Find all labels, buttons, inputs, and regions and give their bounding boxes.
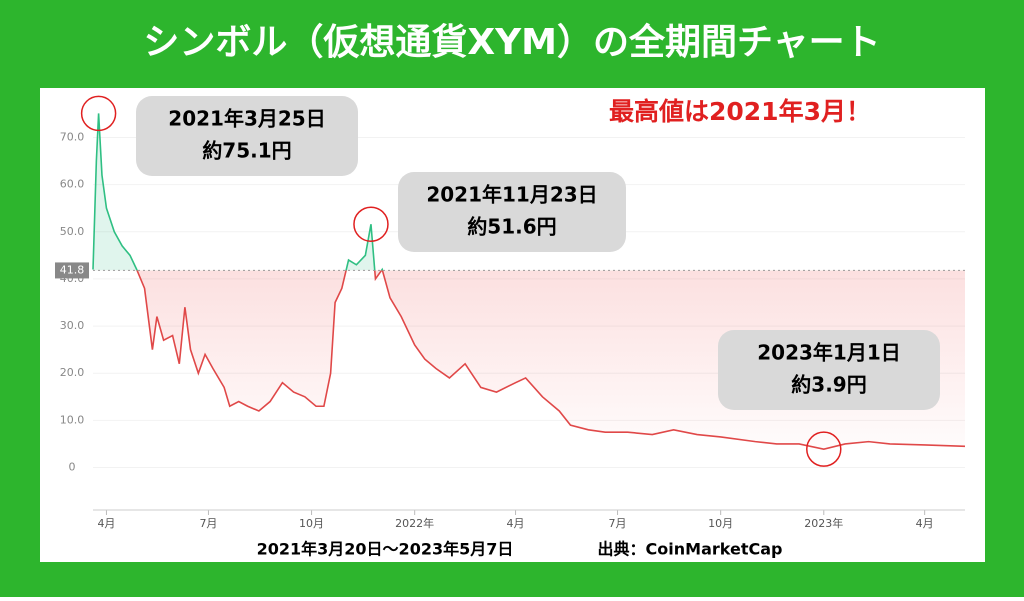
baseline-label-box — [55, 262, 89, 279]
callout-text: 約51.6円 — [467, 215, 556, 239]
line-above — [92, 113, 384, 271]
x-tick-label: 4月 — [916, 517, 934, 530]
y-tick-label: 30.0 — [60, 319, 85, 332]
callout-text: 2023年1月1日 — [757, 341, 901, 365]
x-tick-label: 4月 — [97, 517, 115, 530]
x-tick-label: 4月 — [507, 517, 525, 530]
callout-text: 約75.1円 — [202, 139, 291, 163]
x-tick-label: 7月 — [199, 517, 217, 530]
y-tick-label: 0 — [69, 461, 76, 474]
baseline-label: 41.8 — [60, 263, 85, 276]
y-tick-label: 50.0 — [60, 225, 85, 238]
page-title: シンボル（仮想通貨XYM）の全期間チャート — [143, 21, 880, 63]
highlight-circle — [353, 206, 389, 242]
line-below — [136, 270, 966, 450]
callout-text: 2021年11月23日 — [426, 183, 597, 207]
callout-box — [398, 172, 626, 252]
callout-box — [136, 96, 358, 176]
y-tick-label: 70.0 — [60, 130, 85, 143]
x-tick-label: 10月 — [708, 517, 733, 530]
x-tick-label: 2022年 — [395, 516, 434, 530]
area-above — [93, 113, 383, 271]
highlight-circle — [806, 431, 842, 467]
callout-text: 2021年3月25日 — [168, 107, 325, 131]
y-tick-label: 10.0 — [60, 413, 85, 426]
y-tick-label: 60.0 — [60, 178, 85, 191]
x-tick-label: 2023年 — [804, 516, 843, 530]
callout-box — [718, 330, 940, 410]
y-tick-label: 20.0 — [60, 366, 85, 379]
highlight-circle — [80, 95, 117, 132]
headline: 最高値は2021年3月！ — [609, 97, 871, 126]
source: 出典：CoinMarketCap — [598, 540, 783, 559]
x-tick-label: 10月 — [299, 517, 324, 530]
callout-text: 約3.9円 — [791, 373, 866, 397]
period: 2021年3月20日～2023年5月7日 — [257, 540, 514, 559]
x-tick-label: 7月 — [609, 517, 627, 530]
